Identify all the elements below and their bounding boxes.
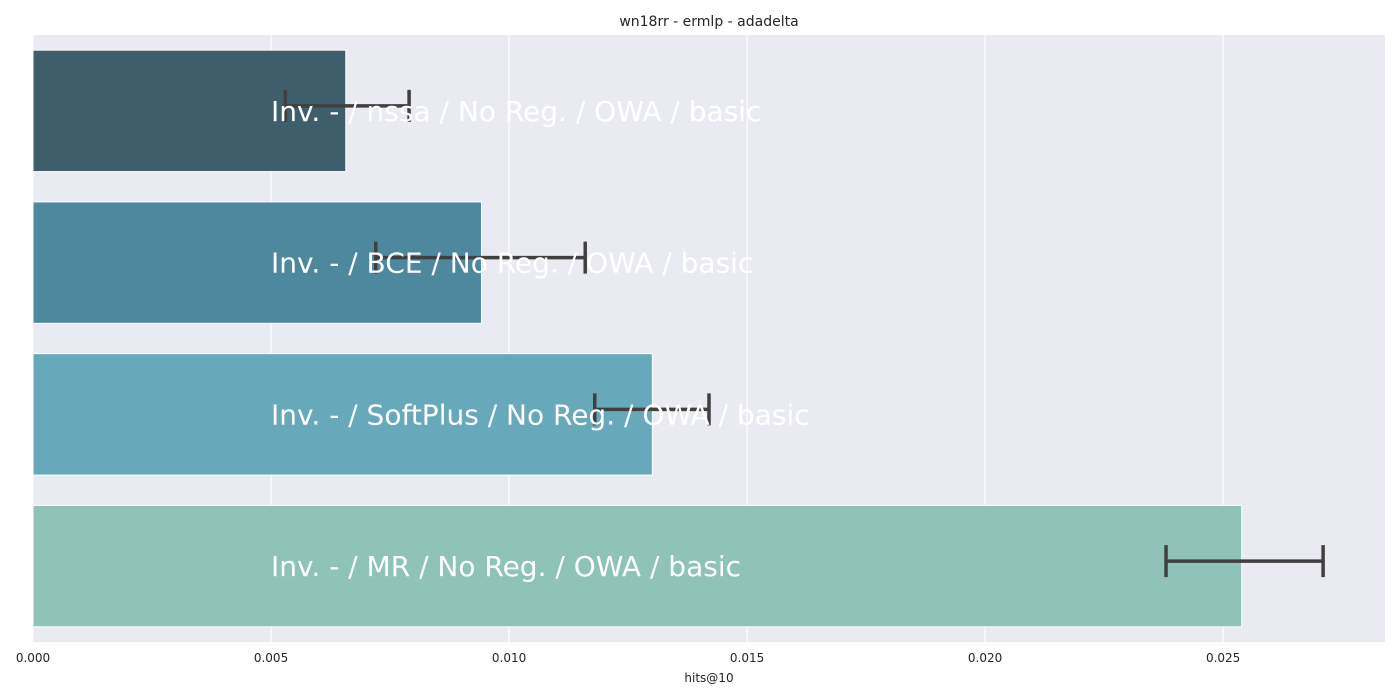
x-axis-label: hits@10 <box>684 671 733 685</box>
error-bar <box>1164 545 1325 578</box>
error-bar <box>283 89 411 122</box>
bar <box>32 49 347 173</box>
bar <box>32 201 482 324</box>
bar-label: Inv. - / SoftPlus / No Reg. / OWA / basi… <box>271 398 810 431</box>
error-bar <box>592 393 711 426</box>
bar-label: Inv. - / MR / No Reg. / OWA / basic <box>271 550 741 583</box>
x-tick-label: 0.005 <box>254 651 288 665</box>
bar-labels: Inv. - / nssa / No Reg. / OWA / basic Inv… <box>271 95 810 583</box>
x-tick-label: 0.010 <box>492 651 526 665</box>
x-tick-label: 0.015 <box>730 651 764 665</box>
bar <box>32 353 653 476</box>
error-bars <box>283 89 1325 578</box>
x-tick-label: 0.020 <box>968 651 1002 665</box>
x-tick-labels: 0.000 0.005 0.010 0.015 0.020 0.025 <box>16 651 1241 665</box>
bar-label: Inv. - / BCE / No Reg. / OWA / basic <box>271 247 753 280</box>
x-tick-label: 0.000 <box>16 651 50 665</box>
chart-title: wn18rr - ermlp - adadelta <box>619 14 798 30</box>
bar <box>32 504 1243 628</box>
bar-label: Inv. - / nssa / No Reg. / OWA / basic <box>271 95 761 128</box>
error-bar <box>374 241 587 274</box>
x-tick-label: 0.025 <box>1206 651 1240 665</box>
bars <box>32 49 1243 628</box>
